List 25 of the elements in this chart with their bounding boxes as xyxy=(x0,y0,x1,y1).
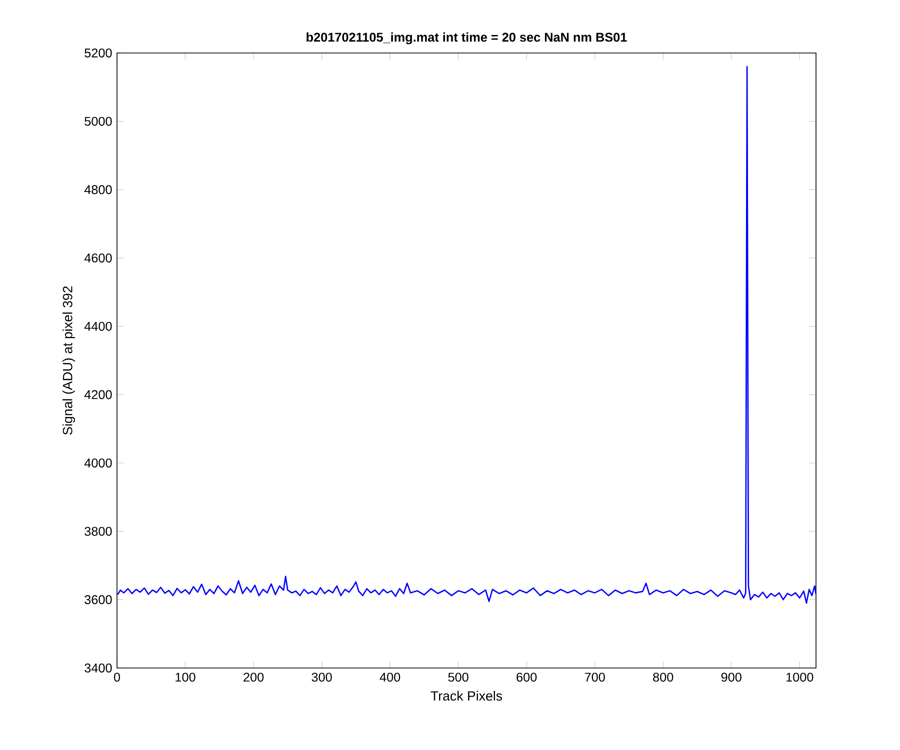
x-tick-label: 400 xyxy=(380,672,400,682)
x-tick-label: 800 xyxy=(653,672,674,682)
x-tick-label: 0 xyxy=(114,672,120,682)
x-axis-title: Track Pixels xyxy=(430,690,502,701)
x-tick-label: 300 xyxy=(312,672,332,682)
x-tick-label: 1000 xyxy=(786,672,814,682)
y-tick-label: 4000 xyxy=(84,458,112,468)
y-tick-label: 4600 xyxy=(84,254,112,262)
y-tick-label: 3600 xyxy=(84,595,112,604)
y-tick-label: 5200 xyxy=(84,48,112,58)
y-axis-title: Signal (ADU) at pixel 392 xyxy=(62,286,75,435)
y-tick-label: 4800 xyxy=(84,185,112,194)
y-tick-label: 4400 xyxy=(84,322,112,331)
x-tick-label: 500 xyxy=(448,672,468,682)
chart-title: b2017021105_img.mat int time = 20 sec NaN nm BS01 xyxy=(306,32,627,44)
line-series xyxy=(117,66,816,604)
x-tick-label: 900 xyxy=(721,672,742,682)
x-tick-label: 700 xyxy=(584,672,605,682)
y-tick-label: 3400 xyxy=(84,664,112,672)
x-tick-label: 600 xyxy=(516,672,537,682)
y-tick-label: 3800 xyxy=(84,526,112,536)
y-tick-label: 5000 xyxy=(84,116,112,126)
x-tick-label: 100 xyxy=(176,672,196,682)
y-tick-label: 4200 xyxy=(84,390,112,400)
x-tick-label: 200 xyxy=(244,672,264,682)
